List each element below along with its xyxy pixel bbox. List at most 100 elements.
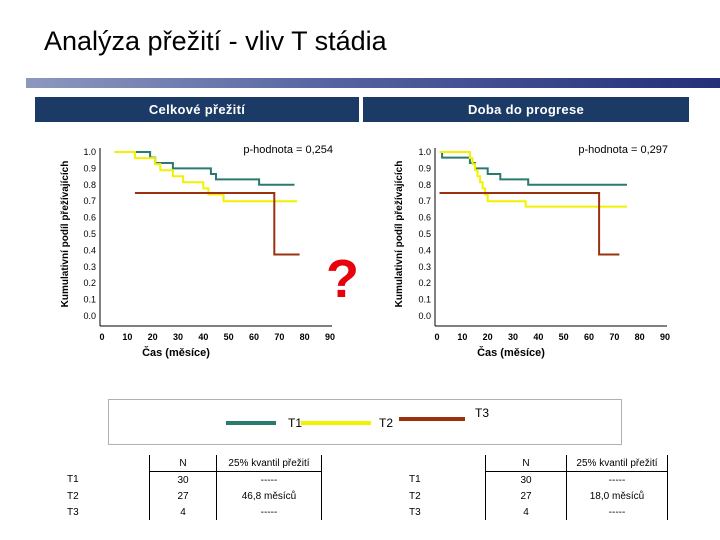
x-tick-label: 10: [122, 332, 132, 342]
y-tick-label: 0.6: [83, 213, 96, 223]
x-tick-label: 90: [325, 332, 335, 342]
table-header-cell: 25% kvantil přežití: [566, 455, 668, 472]
table-header-cell: N: [149, 455, 217, 472]
x-axis-label: Čas (měsíce): [142, 346, 210, 359]
y-tick-label: 0.7: [83, 196, 96, 206]
table-cell: T2: [405, 488, 486, 504]
table-row: T3 4 -----: [63, 504, 322, 520]
table-header-row: N 25% kvantil přežití: [63, 455, 322, 472]
table-cell: 30: [149, 471, 217, 488]
table-cell: 4: [485, 504, 567, 520]
table-header-cell: 25% kvantil přežití: [216, 455, 322, 472]
y-tick-label: 0.0: [83, 311, 96, 321]
table-row: T2 27 18,0 měsíců: [405, 488, 668, 504]
question-mark: ?: [326, 249, 359, 309]
table-row: T1 30 -----: [405, 471, 668, 488]
table-cell: -----: [566, 504, 668, 520]
x-tick-label: 70: [274, 332, 284, 342]
table-cell: T1: [405, 471, 486, 488]
x-axis-label: Čas (měsíce): [477, 346, 545, 359]
y-tick-label: 0.4: [83, 245, 96, 255]
y-tick-label: 0.3: [418, 262, 431, 272]
x-tick-label: 50: [224, 332, 234, 342]
table-cell: 4: [149, 504, 217, 520]
table-cell: T3: [405, 504, 486, 520]
series-line-t2: [114, 151, 298, 203]
y-tick-label: 0.9: [418, 163, 431, 173]
x-tick-label: 0: [99, 332, 104, 342]
table-cell: 27: [149, 488, 217, 504]
y-tick-label: 0.5: [418, 229, 431, 239]
table-row: T2 27 46,8 měsíců: [63, 488, 322, 504]
p-value-label: p-hodnota = 0,254: [243, 144, 333, 156]
y-tick-label: 1.0: [418, 147, 431, 157]
y-tick-label: 0.8: [83, 180, 96, 190]
legend-item-t1: T1: [226, 416, 302, 430]
x-tick-label: 70: [609, 332, 619, 342]
table-cell: 30: [485, 471, 567, 488]
overall-survival-header: Celkové přežití: [35, 97, 359, 122]
y-tick-label: 0.5: [83, 229, 96, 239]
legend-item-t3: T3: [399, 406, 489, 426]
series-line-t3: [439, 192, 620, 256]
y-tick-label: 0.6: [418, 213, 431, 223]
table-cell: 46,8 měsíců: [216, 488, 322, 504]
table-header-cell: N: [485, 455, 567, 472]
y-axis-label: Kumulativní podíl přežívajících: [394, 161, 405, 308]
title-divider: [26, 78, 720, 88]
table-header-cell: [405, 455, 486, 472]
y-tick-label: 0.2: [418, 278, 431, 288]
x-tick-label: 90: [660, 332, 670, 342]
x-tick-label: 60: [249, 332, 259, 342]
y-tick-label: 0.7: [418, 196, 431, 206]
table-cell: T3: [63, 504, 150, 520]
series-line-t2: [439, 151, 627, 208]
legend-swatch-t1: [226, 421, 276, 425]
x-tick-label: 40: [198, 332, 208, 342]
legend-label-t1: T1: [288, 416, 303, 430]
legend-swatch-t3: [399, 417, 465, 421]
table-cell: 27: [485, 488, 567, 504]
legend-label-t2: T2: [379, 416, 394, 430]
x-tick-label: 80: [635, 332, 645, 342]
table-cell: T2: [63, 488, 150, 504]
x-tick-label: 80: [300, 332, 310, 342]
table-header-row: N 25% kvantil přežití: [405, 455, 668, 472]
table-cell: 18,0 měsíců: [566, 488, 668, 504]
table-header-cell: [63, 455, 150, 472]
x-tick-label: 50: [559, 332, 569, 342]
y-tick-label: 1.0: [83, 147, 96, 157]
slide-title: Analýza přežití - vliv T stádia: [44, 26, 387, 56]
series-line-t3: [134, 192, 300, 256]
y-tick-label: 0.3: [83, 262, 96, 272]
x-tick-label: 0: [434, 332, 439, 342]
legend-swatch-t2: [301, 421, 371, 425]
y-tick-label: 0.1: [83, 295, 96, 305]
series-line-t1: [439, 151, 627, 186]
y-tick-label: 0.1: [418, 295, 431, 305]
x-tick-label: 30: [173, 332, 183, 342]
y-tick-label: 0.4: [418, 245, 431, 255]
table-cell: T1: [63, 471, 150, 488]
x-tick-label: 20: [148, 332, 158, 342]
table-row: T1 30 -----: [63, 471, 322, 488]
stats-table-right: N 25% kvantil přežití T1 30 ----- T2 27 …: [405, 455, 668, 520]
y-tick-label: 0.9: [83, 163, 96, 173]
y-tick-label: 0.8: [418, 180, 431, 190]
x-tick-label: 30: [508, 332, 518, 342]
legend-label-t3: T3: [475, 406, 490, 420]
series-line-t1: [114, 151, 295, 186]
legend: T1 T2 T3: [108, 399, 622, 445]
x-tick-label: 10: [457, 332, 467, 342]
table-row: T3 4 -----: [405, 504, 668, 520]
x-tick-label: 40: [533, 332, 543, 342]
p-value-label: p-hodnota = 0,297: [578, 144, 668, 156]
table-cell: -----: [216, 504, 322, 520]
progression-header: Doba do progrese: [363, 97, 689, 122]
stats-table-left: N 25% kvantil přežití T1 30 ----- T2 27 …: [63, 455, 322, 520]
x-tick-label: 20: [483, 332, 493, 342]
y-tick-label: 0.0: [418, 311, 431, 321]
y-axis-label: Kumulativní podíl přežívajících: [60, 161, 71, 308]
y-tick-label: 0.2: [83, 278, 96, 288]
